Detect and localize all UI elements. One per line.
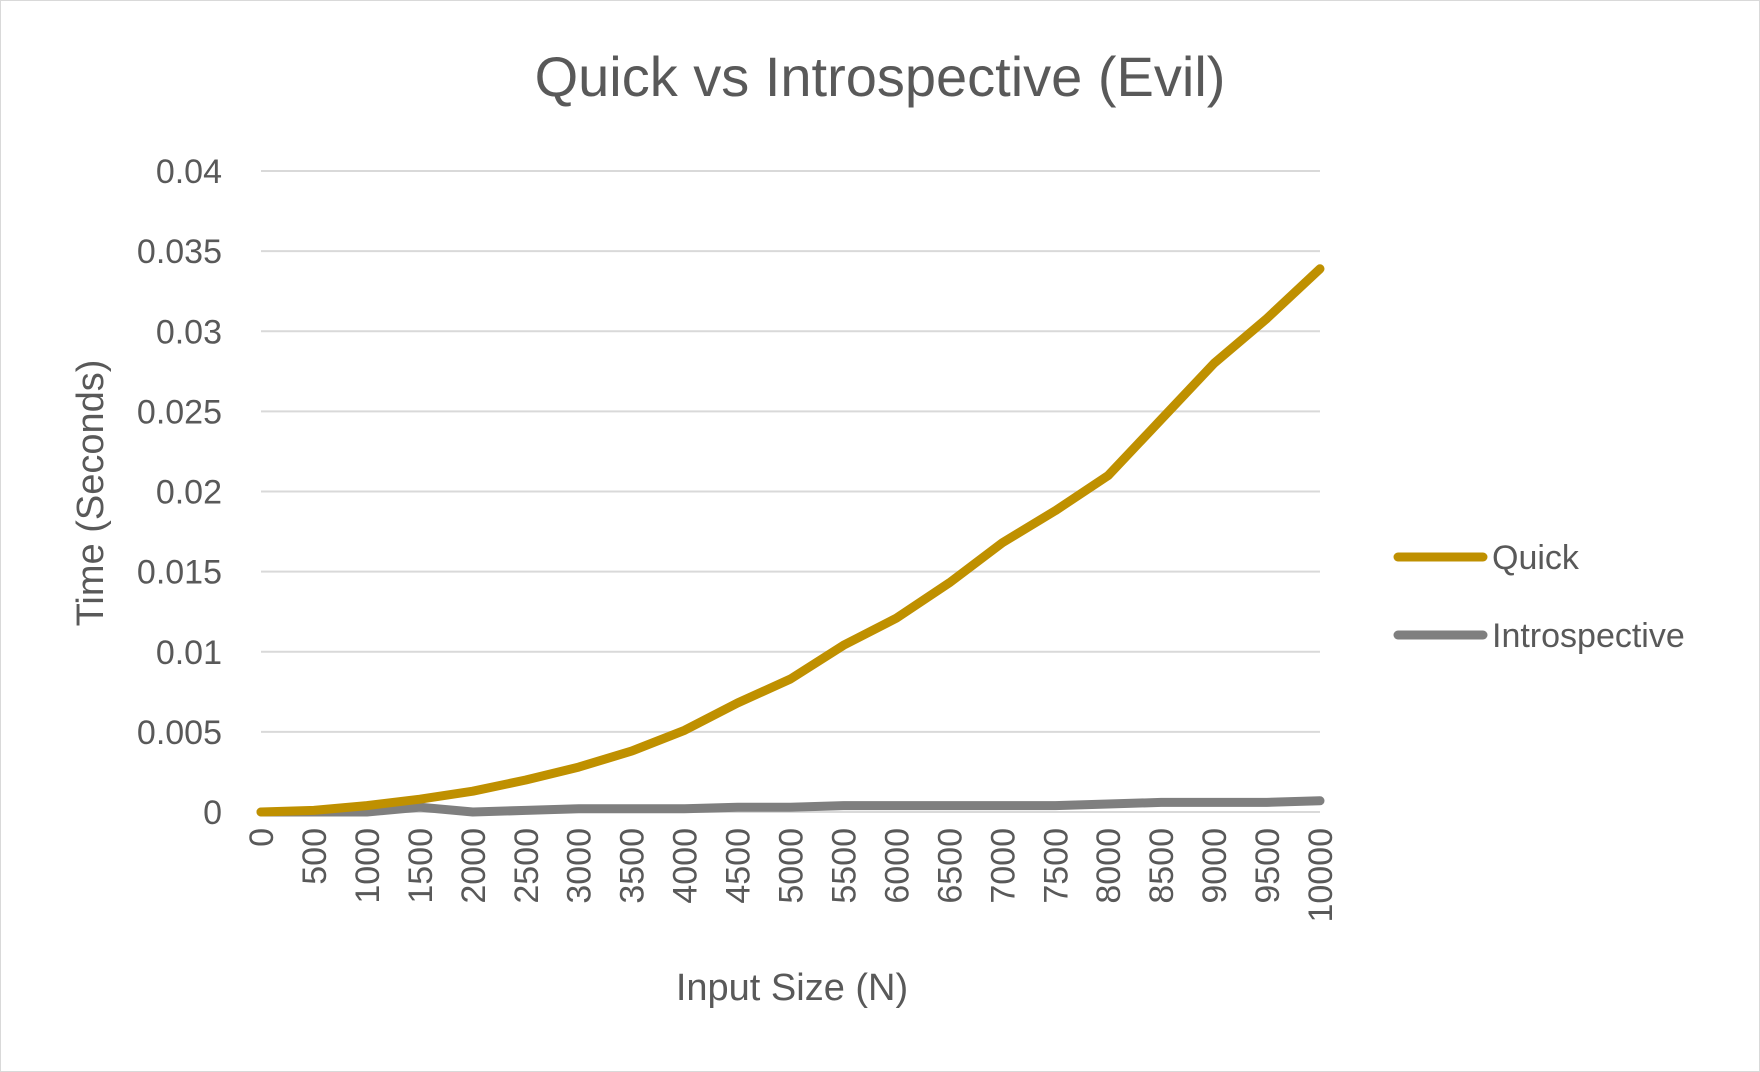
x-tick-label: 0 (243, 828, 281, 847)
y-tick-label: 0.005 (137, 714, 222, 752)
x-tick-label: 9000 (1196, 828, 1234, 904)
x-axis-ticks: 0 500 1000 1500 2000 2500 3000 3500 4000 4500 5000… (243, 828, 1340, 923)
x-tick-label: 500 (296, 828, 334, 885)
x-tick-label: 2000 (455, 828, 493, 904)
x-tick-label: 10000 (1302, 828, 1340, 923)
y-axis-ticks: 0 0.005 0.01 0.015 0.02 0.025 0.03 0.035 0.04 (137, 153, 222, 832)
x-tick-label: 7000 (984, 828, 1022, 904)
legend-label-quick: Quick (1492, 539, 1580, 577)
x-tick-label: 6500 (931, 828, 969, 904)
x-axis-title: Input Size (N) (676, 967, 908, 1009)
y-tick-label: 0.02 (156, 474, 222, 512)
x-tick-label: 5500 (825, 828, 863, 904)
y-tick-label: 0.015 (137, 554, 222, 592)
x-tick-label: 5000 (773, 828, 811, 904)
series-line-quick (256, 264, 1325, 817)
gridlines (261, 170, 1320, 813)
legend: Quick Introspective (1393, 539, 1685, 655)
x-tick-label: 8000 (1090, 828, 1128, 904)
x-tick-label: 7500 (1037, 828, 1075, 904)
y-tick-label: 0.01 (156, 634, 222, 672)
series-line-introspective (256, 796, 1325, 817)
x-tick-label: 1000 (349, 828, 387, 904)
y-tick-label: 0.04 (156, 153, 222, 191)
x-tick-label: 4500 (720, 828, 758, 904)
x-tick-label: 8500 (1143, 828, 1181, 904)
legend-label-introspective: Introspective (1492, 617, 1685, 655)
chart-title: Quick vs Introspective (Evil) (535, 45, 1226, 108)
y-axis-title: Time (Seconds) (70, 360, 112, 627)
x-tick-label: 3000 (561, 828, 599, 904)
x-tick-label: 6000 (878, 828, 916, 904)
y-tick-label: 0.03 (156, 313, 222, 351)
y-tick-label: 0.035 (137, 233, 222, 271)
x-tick-label: 2500 (508, 828, 546, 904)
x-tick-label: 1500 (402, 828, 440, 904)
x-tick-label: 4000 (667, 828, 705, 904)
series-lines (256, 264, 1325, 817)
y-tick-label: 0 (203, 794, 222, 832)
y-tick-label: 0.025 (137, 393, 222, 431)
x-tick-label: 9500 (1249, 828, 1287, 904)
x-tick-label: 3500 (614, 828, 652, 904)
